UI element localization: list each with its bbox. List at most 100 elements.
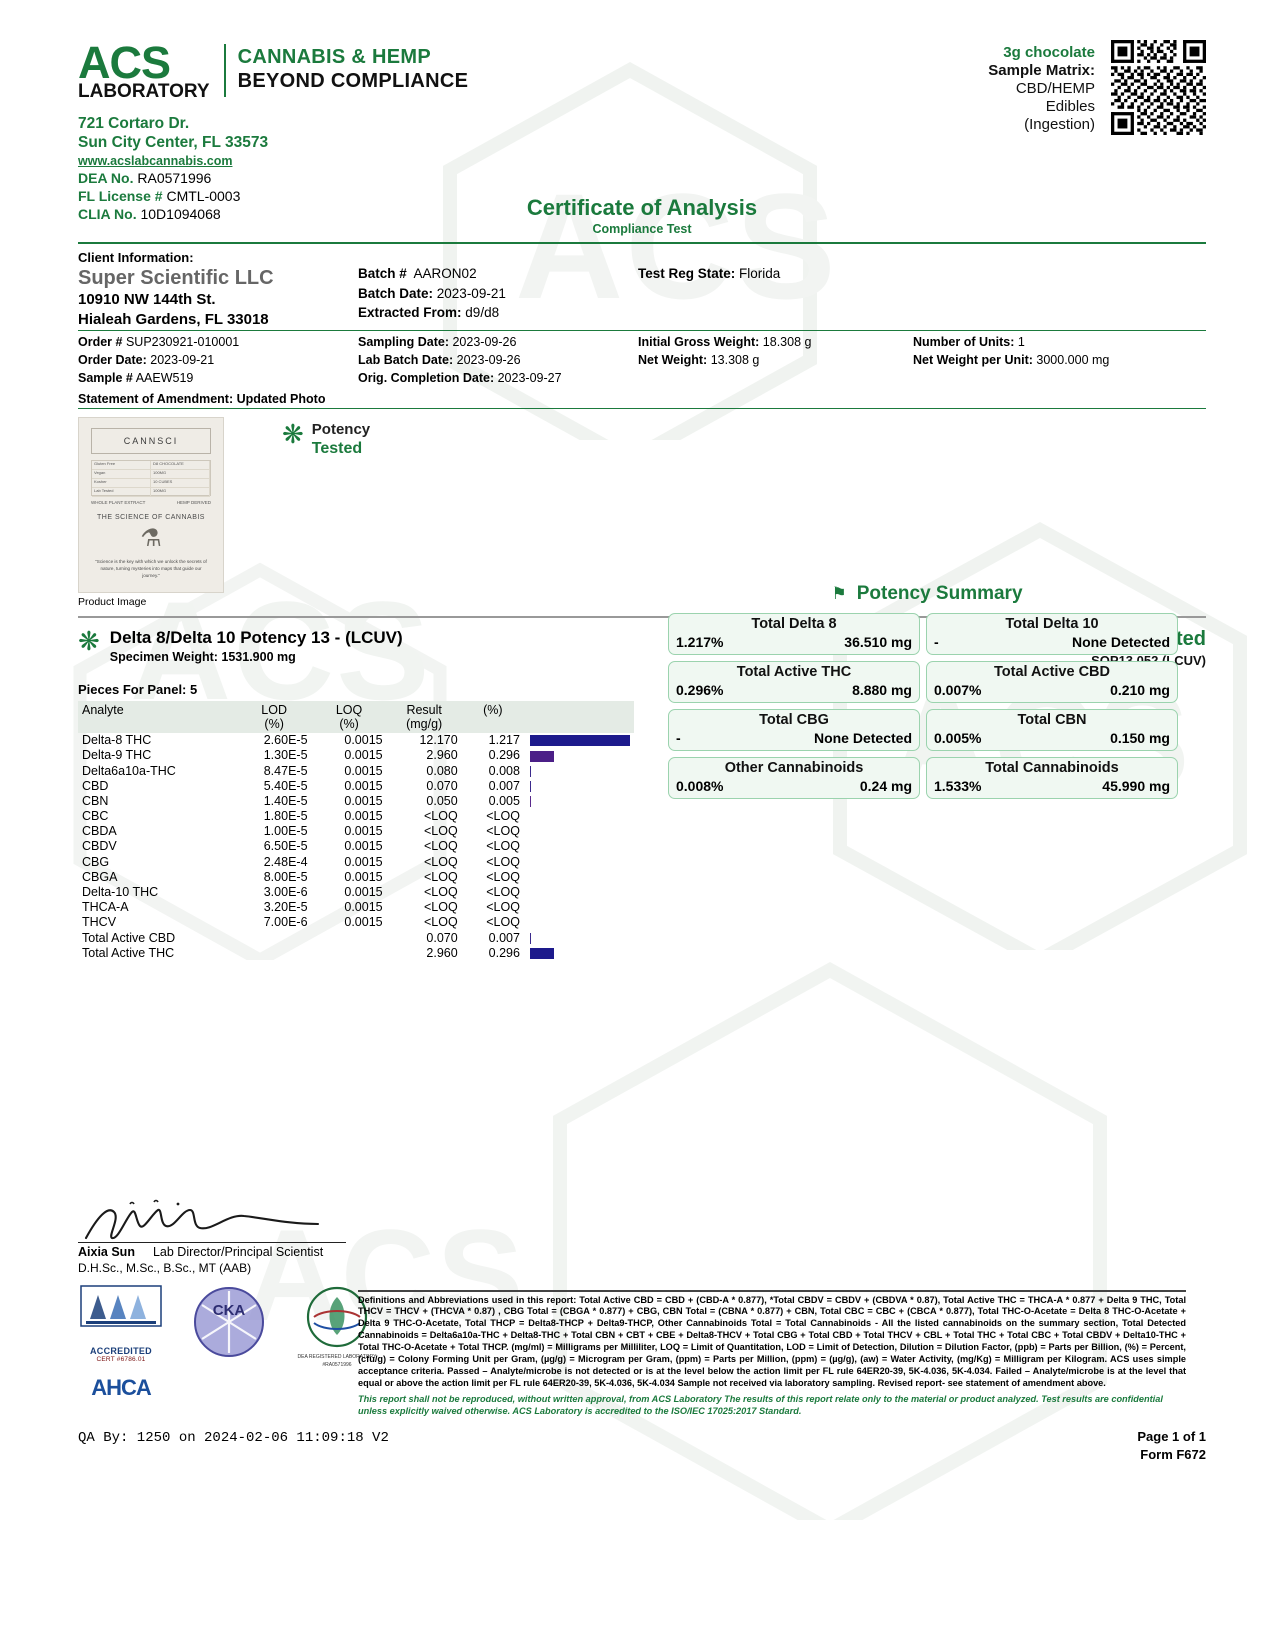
batch-block: Batch # AARON02 Batch Date: 2023-09-21 E… — [358, 250, 638, 330]
panel-leaf-icon: ❋ — [78, 625, 100, 656]
cell-bar — [524, 793, 634, 808]
batch-value: AARON02 — [413, 266, 477, 282]
dea-reg-line-1: DEA REGISTERED LABORATORY — [297, 1354, 377, 1360]
cell-analyte: CBD — [82, 778, 109, 793]
cell-analyte: Total Active THC — [82, 945, 175, 960]
cell-loq: 0.0015 — [344, 900, 383, 915]
definitions-disclaimer: This report shall not be reproduced, wit… — [358, 1394, 1163, 1417]
summary-card: Total Active CBD 0.007% 0.210 mg — [926, 660, 1178, 703]
cell-result: <LOQ — [424, 809, 458, 824]
lab-website-link[interactable]: www.acslabcannabis.com — [78, 153, 233, 168]
cell-lod: 7.00E-6 — [263, 915, 308, 930]
cell-result: 2.960 — [426, 945, 458, 960]
net-weight-per-unit: Net Weight per Unit: 3000.000 mg — [913, 352, 1206, 370]
summary-card-percent: 1.217% — [676, 633, 724, 650]
page-subtitle: Compliance Test — [592, 222, 692, 237]
analyte-bar — [529, 750, 555, 762]
cell-lod: 1.30E-5 — [263, 748, 308, 763]
batch-number: Batch # AARON02 — [358, 264, 638, 284]
cell-loq: 0.0015 — [344, 733, 383, 748]
flask-icon: ⚗ — [140, 525, 162, 553]
summary-card-percent: - — [934, 633, 939, 650]
cell-pct: <LOQ — [486, 900, 520, 915]
cell-lod: 8.47E-5 — [263, 763, 308, 778]
cell-bar — [524, 748, 634, 763]
col-header-loq-l1: LOQ — [335, 702, 363, 717]
dea-reg-line-2: #RA0571996 — [322, 1361, 352, 1368]
dea-badge-icon — [306, 1286, 368, 1348]
summary-card-percent: 0.296% — [676, 681, 724, 698]
sampling-label: Sampling Date: — [358, 335, 449, 350]
test-reg-state: Test Reg State: Florida — [638, 264, 1206, 284]
summary-card-mass: None Detected — [1071, 633, 1170, 650]
summary-card-mass: 45.990 mg — [1102, 777, 1170, 794]
definitions-text: Definitions and Abbreviations used in th… — [358, 1294, 1186, 1389]
cell-lod: 1.00E-5 — [263, 824, 308, 839]
analyte-bar — [529, 947, 555, 959]
extracted-value: d9/d8 — [465, 305, 500, 321]
cell-pct: <LOQ — [486, 854, 520, 869]
cell-bar — [524, 945, 634, 960]
cell-analyte: CBC — [82, 809, 109, 824]
cell-bar — [524, 808, 634, 823]
logo-divider — [223, 44, 226, 97]
summary-card: Total CBN 0.005% 0.150 mg — [926, 708, 1178, 751]
summary-card-title: Total Cannabinoids — [985, 759, 1119, 776]
cell-loq: 0.0015 — [344, 793, 383, 808]
product-image[interactable]: CANNSCI Gluten Free D8 CHOCOLATE Vegan 100… — [78, 417, 224, 594]
signature-image — [84, 1199, 320, 1240]
summary-card-title: Total CBN — [1017, 711, 1087, 728]
fl-license: FL License # CMTL-0003 — [78, 188, 468, 205]
col-header-lod: LOD (%) — [236, 700, 312, 733]
summary-card-mass: 0.150 mg — [1110, 729, 1170, 746]
cell-pct: <LOQ — [486, 824, 520, 839]
cell-loq: 0.0015 — [344, 915, 383, 930]
client-info-heading: Client Information: — [78, 250, 194, 266]
sample-matrix-line-1: CBD/HEMP — [1015, 80, 1095, 97]
col-header-pct: (%) — [461, 700, 524, 733]
client-street: 10910 NW 144th St. — [78, 291, 216, 309]
origcomp-label: Orig. Completion Date: — [358, 370, 495, 385]
qr-code-icon[interactable] — [1111, 40, 1206, 135]
qa-footer: QA By: 1250 on 2024-02-06 11:09:18 V2 — [78, 1430, 389, 1446]
divider-above-panel — [78, 616, 1206, 618]
cell-bar — [524, 869, 634, 884]
cell-result: 0.070 — [426, 778, 458, 793]
cell-bar — [524, 915, 634, 930]
sample-matrix-label: Sample Matrix: — [988, 62, 1095, 79]
order-value: SUP230921-010001 — [125, 335, 240, 350]
extracted-from: Extracted From: d9/d8 — [358, 303, 638, 323]
cell-pct: 0.005 — [488, 793, 520, 808]
cell-bar — [524, 854, 634, 869]
summary-card-title: Total Active THC — [736, 663, 852, 680]
signatory-name: Aixia Sun — [78, 1245, 135, 1259]
product-brand-label: CANNSCI — [91, 428, 211, 455]
summary-card-values: 1.533% 45.990 mg — [934, 778, 1170, 794]
labbatch-label: Lab Batch Date: — [358, 353, 454, 368]
cell-result: <LOQ — [424, 915, 458, 930]
cell-lod: 1.80E-5 — [263, 809, 308, 824]
summary-card-mass: 0.24 mg — [859, 777, 912, 794]
signatory-degrees: D.H.Sc., M.Sc., B.Sc., MT (AAB) — [78, 1261, 252, 1275]
signature-line — [78, 1242, 346, 1243]
cell-result: <LOQ — [424, 824, 458, 839]
cell-pct: <LOQ — [486, 885, 520, 900]
order-label: Order # — [78, 335, 123, 350]
order-col-1: Order # SUP230921-010001 Order Date: 202… — [78, 334, 358, 387]
batch-date-value: 2023-09-21 — [436, 285, 506, 301]
clia-value: 10D1094068 — [140, 206, 221, 223]
cell-pct: <LOQ — [486, 915, 520, 930]
cell-loq: 0.0015 — [344, 839, 383, 854]
col-header-bar — [523, 700, 634, 733]
sample-label: Sample # — [78, 370, 133, 385]
panel-title: Delta 8/Delta 10 Potency 13 - (LCUV) — [109, 627, 403, 647]
order-date-label: Order Date: — [78, 353, 147, 368]
col-header-lod-l1: LOD — [261, 702, 287, 717]
sample-number: Sample # AAEW519 — [78, 370, 358, 388]
clia-number: CLIA No. 10D1094068 — [78, 206, 468, 223]
order-col-2: Sampling Date: 2023-09-26 Lab Batch Date… — [358, 334, 638, 387]
cell-result: <LOQ — [424, 854, 458, 869]
cell-analyte: CBGA — [82, 869, 118, 884]
table-row: CBGA 8.00E-5 0.0015 <LOQ <LOQ — [78, 869, 634, 884]
order-info-section: Order # SUP230921-010001 Order Date: 202… — [78, 331, 1206, 390]
